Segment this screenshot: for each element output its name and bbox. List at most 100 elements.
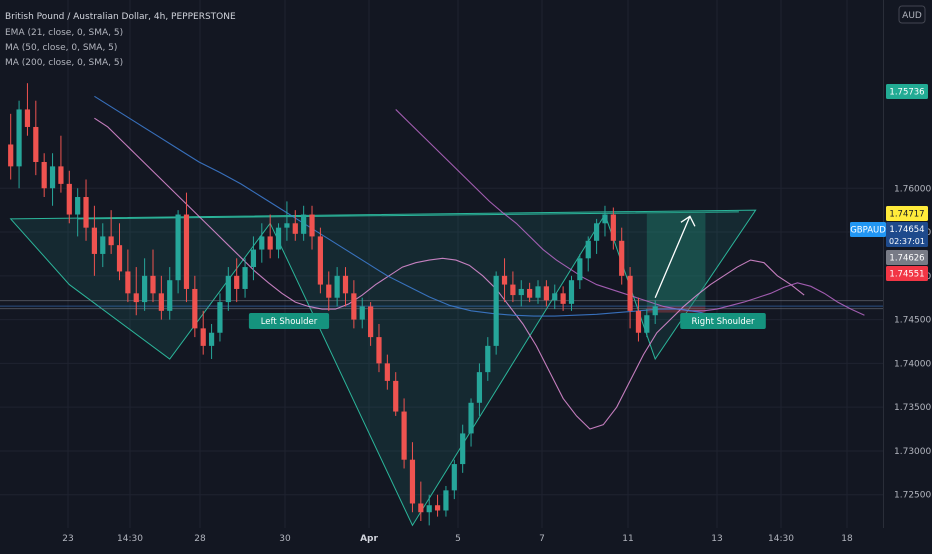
candle[interactable] bbox=[133, 267, 139, 316]
indicator-ma50[interactable]: MA (50, close, 0, SMA, 5) bbox=[5, 43, 117, 53]
candle[interactable] bbox=[451, 459, 457, 500]
candle[interactable] bbox=[66, 170, 72, 224]
candle[interactable] bbox=[368, 302, 374, 346]
indicator-ema21[interactable]: EMA (21, close, 0, SMA, 5) bbox=[5, 28, 123, 38]
series-line-0 bbox=[94, 117, 805, 430]
candle[interactable] bbox=[401, 398, 407, 469]
candle[interactable] bbox=[108, 210, 114, 254]
candle[interactable] bbox=[644, 309, 650, 338]
candle[interactable] bbox=[326, 271, 332, 311]
candle[interactable] bbox=[16, 100, 22, 189]
candle[interactable] bbox=[560, 286, 566, 311]
candle[interactable] bbox=[250, 236, 257, 281]
candle[interactable] bbox=[418, 481, 424, 521]
candle-body bbox=[334, 275, 340, 298]
candle[interactable] bbox=[577, 253, 583, 289]
candle[interactable] bbox=[334, 267, 340, 307]
candle-body bbox=[75, 197, 81, 215]
candle[interactable] bbox=[83, 179, 89, 241]
candle[interactable] bbox=[610, 207, 616, 250]
candle[interactable] bbox=[468, 398, 474, 447]
candle[interactable] bbox=[434, 494, 441, 517]
left-shoulder-label: Left Shoulder bbox=[261, 317, 318, 327]
x-tick-label: 30 bbox=[279, 534, 291, 544]
candle[interactable] bbox=[510, 271, 516, 303]
candle[interactable] bbox=[351, 280, 357, 329]
candle[interactable] bbox=[409, 442, 416, 513]
candle[interactable] bbox=[619, 227, 625, 285]
candle[interactable] bbox=[33, 100, 39, 176]
candle-layer[interactable] bbox=[8, 83, 658, 526]
candle[interactable] bbox=[24, 83, 31, 136]
candle[interactable] bbox=[183, 192, 190, 303]
candle[interactable] bbox=[594, 218, 600, 254]
candle[interactable] bbox=[158, 275, 164, 320]
candle[interactable] bbox=[485, 337, 491, 381]
candle[interactable] bbox=[543, 280, 549, 307]
candle[interactable] bbox=[175, 210, 181, 294]
candle[interactable] bbox=[460, 424, 466, 473]
candle[interactable] bbox=[200, 310, 206, 355]
currency-badge[interactable]: AUD bbox=[898, 5, 926, 24]
candle[interactable] bbox=[267, 214, 273, 259]
candle[interactable] bbox=[301, 205, 307, 241]
candle-body bbox=[49, 166, 56, 189]
candle[interactable] bbox=[217, 293, 223, 342]
candle[interactable] bbox=[627, 267, 633, 329]
candle[interactable] bbox=[602, 205, 608, 237]
candle[interactable] bbox=[91, 205, 97, 276]
target-arrow-line bbox=[654, 216, 691, 298]
candle[interactable] bbox=[535, 280, 541, 304]
candle[interactable] bbox=[552, 284, 558, 310]
candle[interactable] bbox=[242, 258, 248, 298]
right-shoulder-label-box bbox=[680, 313, 766, 329]
candle[interactable] bbox=[275, 223, 282, 259]
indicator-ma200[interactable]: MA (200, close, 0, SMA, 5) bbox=[5, 58, 123, 68]
candle[interactable] bbox=[376, 323, 382, 373]
time-axis[interactable]: 23 14:30 28 30 Apr 5 7 11 13 14:30 18 bbox=[62, 534, 853, 544]
candle[interactable] bbox=[49, 153, 56, 206]
candle-body bbox=[627, 275, 633, 311]
candle[interactable] bbox=[116, 223, 123, 281]
candle[interactable] bbox=[501, 258, 508, 303]
candle[interactable] bbox=[476, 363, 483, 416]
candle[interactable] bbox=[234, 258, 240, 303]
candle[interactable] bbox=[150, 249, 156, 303]
candle[interactable] bbox=[284, 201, 290, 241]
candle[interactable] bbox=[384, 354, 390, 390]
candle[interactable] bbox=[443, 485, 449, 517]
candle[interactable] bbox=[585, 236, 591, 272]
candle[interactable] bbox=[527, 282, 533, 303]
x-tick-label: 23 bbox=[62, 534, 73, 544]
candle[interactable] bbox=[225, 267, 231, 311]
candle[interactable] bbox=[208, 323, 215, 360]
candle[interactable] bbox=[635, 297, 642, 342]
x-tick-label: 14:30 bbox=[117, 534, 143, 544]
candle[interactable] bbox=[125, 249, 131, 303]
candle[interactable] bbox=[192, 275, 198, 338]
candle[interactable] bbox=[142, 258, 148, 311]
candle[interactable] bbox=[568, 275, 575, 311]
candle[interactable] bbox=[426, 494, 432, 526]
candle-body bbox=[451, 464, 457, 491]
time-axis-panel[interactable] bbox=[0, 528, 884, 550]
candle[interactable] bbox=[518, 280, 524, 307]
candle[interactable] bbox=[317, 227, 323, 294]
candle[interactable] bbox=[100, 223, 106, 268]
candle[interactable] bbox=[309, 205, 315, 250]
candle[interactable] bbox=[58, 135, 64, 193]
candle[interactable] bbox=[292, 210, 298, 241]
candle[interactable] bbox=[359, 297, 365, 329]
candle[interactable] bbox=[259, 223, 265, 263]
candle[interactable] bbox=[8, 113, 14, 180]
candle[interactable] bbox=[41, 153, 47, 198]
candle[interactable] bbox=[75, 188, 81, 237]
candle[interactable] bbox=[493, 271, 499, 355]
candle[interactable] bbox=[167, 267, 173, 320]
candle[interactable] bbox=[652, 300, 658, 324]
candle[interactable] bbox=[342, 267, 349, 307]
candle[interactable] bbox=[393, 372, 399, 416]
candle-body bbox=[167, 280, 173, 311]
